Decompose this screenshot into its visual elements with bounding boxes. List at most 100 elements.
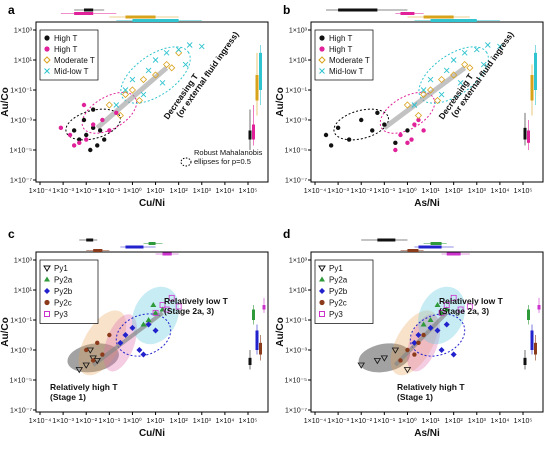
- data-point: [163, 50, 170, 56]
- high-t-ellipse-2: [379, 91, 436, 134]
- x-tick-label: 1×10⁰: [398, 417, 417, 425]
- boxplot-box: [534, 52, 537, 90]
- legend: High T High T Moderate T Mid-low T: [314, 29, 374, 81]
- data-point: [335, 125, 341, 131]
- legend-label: Moderate T: [329, 56, 370, 65]
- plot-frame: [35, 251, 269, 413]
- x-tick-label: 1×10⁰: [123, 187, 142, 195]
- py2b-dashed-ellipse: [115, 313, 172, 357]
- data-point: [443, 321, 450, 328]
- data-point: [100, 117, 105, 123]
- panel-b: b1×10⁻⁴ 1×10⁻³ 1×10⁻² 1×10⁻¹ 1×10⁰ 1×10¹ 1×10²…: [275, 3, 544, 209]
- boxplot-box: [537, 305, 541, 310]
- data-point: [86, 347, 94, 354]
- data-point: [438, 75, 446, 84]
- x-axis: 1×10⁻⁴ 1×10⁻³ 1×10⁻² 1×10⁻¹ 1×10⁰ 1×10¹ 1×10² 1…: [29, 182, 257, 209]
- boxplot-box: [430, 19, 477, 22]
- data-point: [414, 111, 423, 120]
- boxplot-box: [418, 245, 442, 249]
- data-point: [182, 61, 189, 68]
- data-point: [427, 317, 434, 322]
- legend-marker: [319, 299, 325, 306]
- x-tick-label: 1×10⁴: [215, 418, 234, 425]
- boxplot-box: [248, 130, 252, 140]
- boxplot-box: [446, 252, 461, 256]
- data-point: [373, 358, 382, 365]
- data-point: [159, 80, 166, 86]
- data-point: [328, 143, 334, 148]
- boxplot-box: [530, 75, 534, 101]
- high-t-ellipse: [65, 108, 121, 141]
- data-point: [128, 86, 137, 94]
- boxplot-box: [83, 8, 94, 12]
- y-tick-label: 1×10¹: [14, 58, 33, 65]
- legend: Py1 Py2a Py2b Py2c Py3: [39, 259, 99, 324]
- data-point: [90, 125, 96, 131]
- data-point: [152, 309, 159, 316]
- data-point: [443, 302, 450, 308]
- data-point: [71, 128, 77, 133]
- data-point: [114, 110, 119, 116]
- boxplot-box: [252, 124, 255, 140]
- series-py2b: [117, 321, 159, 358]
- y-axis: 1×10⁻⁷ 1×10⁻⁵ 1×10⁻³ 1×10⁻¹ 1×10¹ 1×10³ Au/Co: [0, 258, 36, 415]
- data-point: [393, 140, 398, 146]
- data-point: [140, 351, 147, 358]
- x-tick-label: 1×10⁻²: [350, 418, 372, 425]
- data-point: [84, 137, 89, 142]
- data-point: [457, 80, 464, 86]
- data-point: [438, 309, 445, 316]
- x-tick-label: 1×10⁻⁴: [304, 418, 326, 425]
- legend-label: Py1: [54, 264, 68, 273]
- series-py2a: [420, 302, 450, 327]
- data-point: [136, 347, 143, 353]
- low-t-annotation: (Stage 2a, 3): [164, 306, 214, 316]
- top-boxplots: [361, 238, 470, 256]
- series-py1: [357, 347, 412, 374]
- boxplot-box: [377, 238, 396, 242]
- legend-box: [314, 29, 374, 81]
- series-py2c: [398, 332, 426, 363]
- data-point: [480, 61, 487, 68]
- plot-frame: [310, 251, 544, 413]
- data-point: [67, 132, 73, 138]
- high-t-annotation: (Stage 1): [397, 392, 433, 402]
- legend-marker: [44, 311, 50, 317]
- boxplot-box: [125, 15, 156, 19]
- data-point: [107, 332, 112, 338]
- data-point: [370, 128, 375, 133]
- legend-label: Py2b: [54, 287, 73, 296]
- legend-marker: [43, 265, 51, 272]
- data-point: [163, 60, 171, 69]
- data-point: [88, 147, 93, 153]
- data-point: [405, 140, 410, 146]
- legend-label: Py3: [329, 310, 343, 319]
- series-py2b: [411, 321, 457, 358]
- series-py2a: [140, 302, 166, 327]
- boxplot-box: [259, 52, 262, 90]
- legend: Py1 Py2a Py2b Py2c Py3: [314, 259, 374, 324]
- data-point: [117, 339, 124, 346]
- y-tick-label: 1×10⁻⁷: [10, 408, 32, 415]
- data-point: [427, 324, 434, 331]
- data-point: [75, 367, 83, 374]
- series-high-t: [323, 110, 410, 148]
- ellipse-annotation: Robust Mahalanobis: [194, 148, 263, 157]
- top-boxplots: [326, 8, 500, 22]
- x-axis: 1×10⁻⁴ 1×10⁻³ 1×10⁻² 1×10⁻¹ 1×10⁰ 1×10¹ 1×10² 1…: [304, 182, 532, 209]
- boxplot-box: [125, 245, 144, 249]
- data-point: [151, 71, 160, 79]
- data-point: [403, 367, 412, 374]
- data-point: [457, 306, 464, 313]
- boxplot-box: [423, 15, 454, 19]
- annotations: Decreasing T(or external fluid ingress)R…: [161, 29, 263, 167]
- boxplot-box: [74, 12, 94, 15]
- data-point: [186, 42, 193, 48]
- legend-marker: [318, 265, 326, 272]
- x-tick-label: 1×10¹: [422, 418, 441, 425]
- data-point: [58, 125, 64, 131]
- x-axis-label: Cu/Ni: [139, 198, 165, 209]
- data-point: [198, 43, 205, 50]
- x-tick-label: 1×10²: [170, 188, 189, 195]
- data-point: [473, 46, 480, 53]
